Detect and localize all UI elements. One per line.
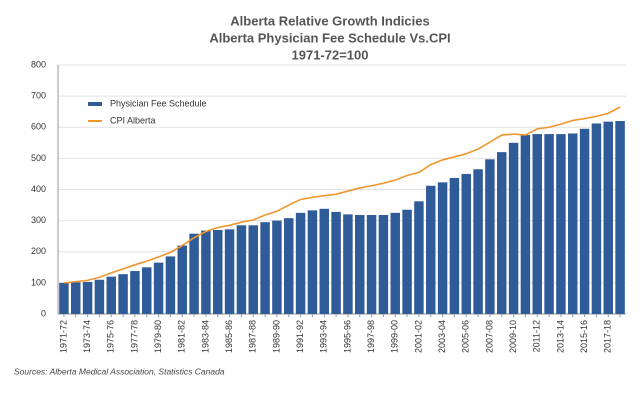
bar: [603, 121, 613, 315]
bar: [260, 222, 270, 314]
bar: [615, 121, 625, 315]
bar: [378, 215, 389, 314]
y-tick-label: 200: [31, 246, 46, 256]
x-tick-label: 1979-80: [153, 320, 163, 353]
bar: [461, 173, 471, 314]
x-tick-label: 2017-18: [603, 320, 613, 353]
x-tick-label: 1981-82: [177, 320, 187, 353]
x-tick-label: 2015-16: [579, 320, 589, 353]
source-note: Sources: Alberta Medical Association, St…: [14, 366, 225, 376]
bar: [201, 230, 211, 314]
bar: [94, 279, 105, 314]
bar: [307, 210, 318, 314]
y-tick-label: 800: [31, 59, 46, 69]
x-tick-label: 1983-84: [200, 320, 210, 353]
legend-label: CPI Alberta: [110, 115, 156, 125]
bar: [142, 267, 152, 314]
line: [63, 106, 621, 284]
bar: [366, 215, 377, 314]
legend-label: Physician Fee Schedule: [110, 98, 207, 108]
y-tick-label: 700: [31, 91, 46, 101]
y-tick-label: 400: [31, 184, 46, 194]
x-tick-label: 2005-06: [461, 320, 471, 353]
bar: [449, 177, 460, 314]
bar: [248, 225, 258, 314]
bar: [213, 229, 223, 314]
x-tick-label: 2003-04: [437, 320, 447, 353]
y-tick-label: 300: [31, 215, 46, 225]
bar: [224, 229, 235, 314]
y-tick-label: 0: [41, 308, 46, 318]
bar: [520, 135, 531, 314]
bar: [532, 134, 542, 314]
bar: [579, 128, 590, 314]
bar: [544, 134, 554, 314]
bar: [414, 201, 424, 314]
bar: [437, 182, 448, 314]
bar: [426, 185, 436, 314]
chart-subtitle: Alberta Physician Fee Schedule Vs.CPI: [209, 30, 450, 45]
bar: [59, 282, 69, 314]
bar: [508, 142, 519, 314]
x-tick-label: 2011-12: [532, 320, 542, 352]
bar: [390, 212, 400, 314]
bar: [497, 152, 507, 314]
x-tick-label: 1985-86: [224, 320, 234, 353]
x-tick-label: 1973-74: [82, 320, 92, 353]
bar: [189, 233, 199, 314]
bar: [355, 215, 365, 314]
x-tick-label: 1991-92: [295, 320, 305, 353]
x-tick-label: 1993-94: [319, 320, 329, 353]
legend-swatch: [88, 102, 102, 106]
y-tick-label: 100: [31, 277, 46, 287]
bar: [118, 274, 128, 314]
x-tick-label: 2013-14: [555, 320, 565, 353]
x-tick-label: 2001-02: [413, 320, 423, 353]
bar: [473, 169, 483, 314]
bar: [295, 212, 306, 314]
bar: [165, 256, 176, 314]
x-tick-label: 2007-08: [484, 320, 494, 353]
bar: [319, 208, 329, 314]
x-tick-label: 1989-90: [271, 320, 281, 353]
bar: [402, 209, 412, 314]
x-tick-label: 1999-00: [390, 320, 400, 353]
y-tick-label: 600: [31, 122, 46, 132]
bar: [153, 262, 164, 314]
bar: [591, 123, 602, 314]
x-tick-label: 1975-76: [106, 320, 116, 353]
x-tick-label: 1995-96: [342, 320, 352, 353]
bar: [82, 281, 93, 314]
bar: [71, 282, 81, 314]
bar: [556, 134, 566, 314]
bar: [284, 218, 294, 314]
y-tick-label: 500: [31, 153, 46, 163]
x-tick-label: 1987-88: [248, 320, 258, 353]
x-tick-label: 2009-10: [508, 320, 518, 353]
chart-subtitle: 1971-72=100: [292, 47, 369, 62]
bar: [485, 159, 495, 314]
bar: [106, 276, 116, 314]
bar: [272, 220, 282, 314]
x-tick-label: 1971-72: [58, 320, 68, 353]
bar: [343, 214, 353, 314]
bar: [568, 133, 578, 314]
x-tick-label: 1997-98: [366, 320, 376, 353]
bar: [130, 271, 140, 314]
bar: [236, 225, 247, 314]
bar: [331, 211, 341, 314]
chart-title: Alberta Relative Growth Indicies: [230, 13, 429, 28]
bar: [177, 245, 187, 314]
x-tick-label: 1977-78: [129, 320, 139, 353]
